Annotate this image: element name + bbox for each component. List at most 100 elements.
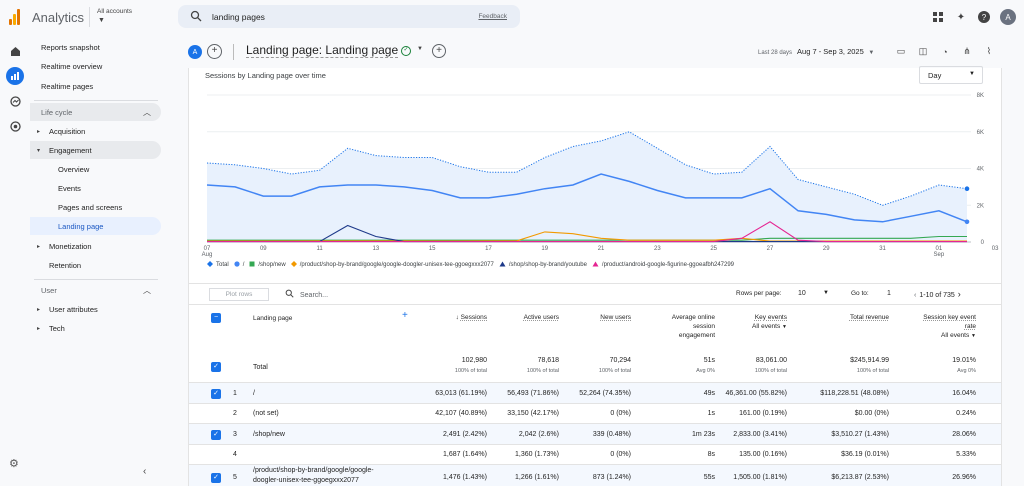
- legend-item[interactable]: /shop/shop-by-brand/youtube: [499, 261, 587, 269]
- explore-icon[interactable]: [6, 92, 24, 110]
- table-search[interactable]: Search...: [285, 289, 328, 299]
- table-row[interactable]: ✓ 3/shop/new 2,491 (2.42%) 2,042 (2.6%) 339 …: [189, 424, 1001, 445]
- chevron-up-icon[interactable]: ︿: [143, 107, 151, 117]
- select-all-checkbox[interactable]: −: [211, 313, 221, 323]
- analytics-logo-icon[interactable]: [9, 9, 20, 25]
- column-header-landing-page[interactable]: Landing page: [253, 315, 293, 322]
- row-checkbox[interactable]: [211, 409, 221, 419]
- caret-down-icon[interactable]: ▼: [782, 324, 787, 330]
- sidebar-item-realtime-pages[interactable]: Realtime pages: [30, 77, 161, 95]
- divider: [34, 279, 158, 280]
- sparkle-icon[interactable]: ✦: [956, 11, 966, 23]
- row-checkbox[interactable]: ✓: [211, 362, 221, 372]
- compare-icon[interactable]: ◫: [918, 46, 928, 56]
- row-checkbox[interactable]: ✓: [211, 430, 221, 440]
- column-header-key-events[interactable]: Key events All events ▼: [719, 313, 787, 332]
- column-header-avg-engagement[interactable]: Average online session engagement: [641, 313, 715, 340]
- sidebar-item-acquisition[interactable]: ▸ Acquisition: [30, 122, 161, 140]
- insights-icon[interactable]: ◔: [942, 46, 948, 57]
- sidebar-item-engagement[interactable]: ▾ Engagement: [30, 141, 161, 159]
- account-selector[interactable]: All accounts: [97, 8, 133, 15]
- reports-icon[interactable]: [6, 67, 24, 85]
- rows-per-page-select[interactable]: 10: [798, 290, 806, 297]
- key-events-cell: 2,833.00 (3.41%): [733, 431, 787, 438]
- share-icon[interactable]: ⋔: [963, 46, 971, 56]
- landing-page-cell[interactable]: /: [253, 390, 255, 397]
- sidebar-item-realtime-overview[interactable]: Realtime overview: [30, 57, 161, 75]
- next-page-icon[interactable]: ›: [957, 289, 961, 299]
- total-revenue-cell: $118,228.51 (48.08%): [820, 390, 889, 397]
- caret-down-icon[interactable]: ▼: [417, 46, 423, 52]
- prev-page-icon[interactable]: ‹: [914, 292, 917, 299]
- column-header-sessions[interactable]: ↓ Sessions: [455, 314, 487, 321]
- landing-page-cell[interactable]: /shop/new: [253, 431, 285, 438]
- landing-page-cell[interactable]: /product/shop-by-brand/google/google-: [253, 467, 374, 474]
- page-title[interactable]: Landing page: Landing page: [246, 43, 399, 58]
- sidebar-item-user-attributes[interactable]: ▸ User attributes: [30, 300, 161, 318]
- column-header-active-users[interactable]: Active users: [489, 313, 559, 322]
- column-header-key-event-rate[interactable]: Session key event rate All events ▼: [899, 313, 976, 341]
- sidebar-item-monetization[interactable]: ▸ Monetization: [30, 237, 161, 255]
- add-comparison-icon[interactable]: +: [207, 44, 222, 59]
- column-header-total-revenue[interactable]: Total revenue: [809, 313, 889, 322]
- row-checkbox[interactable]: [211, 450, 221, 460]
- comparison-avatar[interactable]: A: [188, 45, 202, 59]
- landing-page-cell[interactable]: (not set): [253, 410, 279, 417]
- sidebar-section-user[interactable]: User ︿: [30, 281, 161, 299]
- add-dimension-icon[interactable]: +: [402, 310, 408, 321]
- trend-icon[interactable]: ⌇: [986, 46, 992, 56]
- chevron-up-icon[interactable]: ︿: [143, 285, 151, 295]
- avg-engagement-cell: 55s: [703, 474, 715, 481]
- sidebar-item-reports-snapshot[interactable]: Reports snapshot: [30, 38, 161, 56]
- sidebar-item-pages-and-screens[interactable]: Pages and screens: [30, 198, 161, 216]
- add-report-icon[interactable]: +: [432, 44, 446, 58]
- legend-item[interactable]: Total: [207, 261, 229, 269]
- advertising-icon[interactable]: [6, 117, 24, 135]
- sidebar-item-landing-page[interactable]: Landing page: [30, 217, 161, 235]
- table-row[interactable]: ✓ 5/product/shop-by-brand/google/google-d…: [189, 465, 1001, 486]
- legend-item[interactable]: /product/shop-by-brand/google/google-doo…: [290, 261, 494, 269]
- event-filter[interactable]: All events: [941, 332, 970, 339]
- sidebar-item-overview[interactable]: Overview: [30, 160, 161, 178]
- legend-item[interactable]: /product/android-google-figurine-ggoeafb…: [592, 261, 734, 269]
- table-search-input[interactable]: Search...: [300, 292, 329, 299]
- collapse-sidebar-icon[interactable]: ‹: [143, 466, 147, 477]
- row-checkbox[interactable]: ✓: [211, 389, 221, 399]
- divider: [89, 7, 90, 27]
- caret-down-icon[interactable]: ▼: [823, 290, 829, 296]
- home-icon[interactable]: [6, 42, 24, 60]
- search-bar[interactable]: landing pages Feedback: [178, 5, 520, 28]
- account-caret-icon[interactable]: ▼: [98, 17, 105, 24]
- plot-rows-button[interactable]: Plot rows: [209, 288, 269, 301]
- column-header-new-users[interactable]: New users: [561, 313, 631, 322]
- caret-down-icon[interactable]: ▼: [971, 333, 976, 339]
- table-row[interactable]: 4 1,687 (1.64%) 1,360 (1.73%) 0 (0%) 8s 135.0…: [189, 445, 1001, 465]
- edit-report-icon[interactable]: ▭: [896, 46, 906, 56]
- settings-gear-icon[interactable]: ⚙: [9, 458, 19, 470]
- sidebar-section-lifecycle[interactable]: Life cycle ︿: [30, 103, 161, 121]
- table-row[interactable]: 2 (not set) 42,107 (40.89%) 33,150 (42.17%)…: [189, 404, 1001, 424]
- sidebar-item-retention[interactable]: Retention: [30, 256, 161, 274]
- legend-swatch-icon: [207, 261, 213, 269]
- date-range-picker[interactable]: Last 28 days Aug 7 - Sep 3, 2025 ▼: [758, 47, 874, 56]
- granularity-select[interactable]: Day ▼: [919, 66, 983, 84]
- sidebar-item-tech[interactable]: ▸ Tech: [30, 319, 161, 337]
- event-filter[interactable]: All events: [752, 323, 781, 330]
- total-key-sub: 100% of total: [754, 368, 787, 374]
- check-circle-icon[interactable]: ✓: [401, 46, 411, 56]
- active-users-cell: 2,042 (2.6%): [518, 431, 559, 438]
- active-users-cell: 1,360 (1.73%): [515, 451, 559, 458]
- goto-input[interactable]: 1: [887, 290, 891, 297]
- legend-item[interactable]: /: [234, 261, 244, 269]
- apps-grid-icon[interactable]: [931, 10, 945, 24]
- legend-item[interactable]: /shop/new: [249, 261, 286, 269]
- table-row[interactable]: ✓ 1 / 63,013 (61.19%) 56,493 (71.86%) 52,264 …: [189, 383, 1001, 404]
- search-input[interactable]: landing pages: [212, 12, 265, 22]
- total-rate: 19.01%: [952, 357, 976, 364]
- user-avatar[interactable]: A: [1000, 9, 1016, 25]
- feedback-link[interactable]: Feedback: [478, 13, 507, 20]
- sidebar-item-events[interactable]: Events: [30, 179, 161, 197]
- row-checkbox[interactable]: ✓: [211, 473, 221, 483]
- help-icon[interactable]: ?: [977, 10, 991, 24]
